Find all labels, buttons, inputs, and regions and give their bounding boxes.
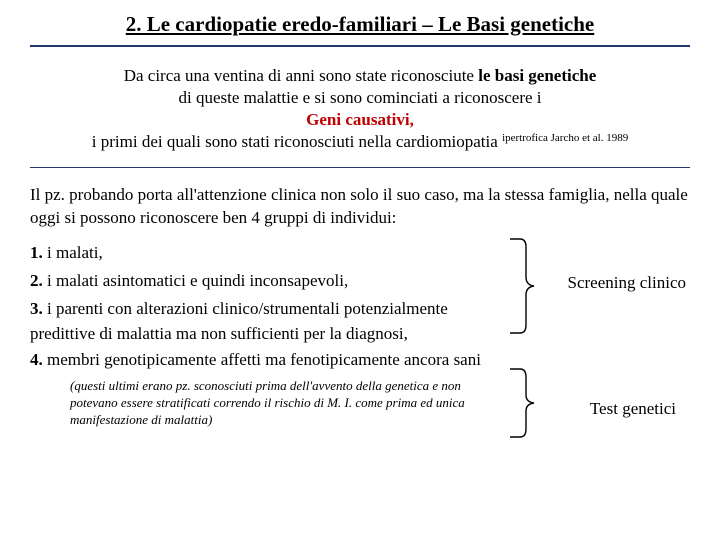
intro-bold: le basi genetiche [478, 66, 596, 85]
intro-paragraph: Da circa una ventina di anni sono state … [34, 65, 686, 153]
list-cont: predittive di malattia ma non sufficient… [30, 323, 510, 346]
intro-red: Geni causativi, [306, 110, 414, 129]
intro-text-a: Da circa una ventina di anni sono state … [124, 66, 479, 85]
list-item: 2. i malati asintomatici e quindi incons… [30, 267, 510, 295]
list-item: 4. membri genotipicamente affetti ma fen… [30, 346, 510, 374]
intro-text-e: i primi dei quali sono stati riconosciut… [92, 132, 502, 151]
list-item: 3. i parenti con alterazioni clinico/str… [30, 295, 510, 323]
bracket-top-icon [508, 237, 538, 335]
list-area: 1. i malati, 2. i malati asintomatici e … [30, 239, 690, 429]
list-item: 1. i malati, [30, 239, 510, 267]
section-divider [30, 167, 690, 168]
intro-text-c: di queste malattie e si sono cominciati … [178, 88, 541, 107]
list-text: membri genotipicamente affetti ma fenoti… [43, 350, 481, 369]
title-underline [30, 45, 690, 47]
probando-paragraph: Il pz. probando porta all'attenzione cli… [30, 184, 690, 229]
list-text: i malati, [43, 243, 103, 262]
list-num: 2. [30, 271, 43, 290]
list-num: 1. [30, 243, 43, 262]
slide-title: 2. Le cardiopatie eredo-familiari – Le B… [30, 12, 690, 43]
bracket-bottom-icon [508, 367, 538, 439]
groups-list: 1. i malati, 2. i malati asintomatici e … [30, 239, 510, 374]
list-num: 3. [30, 299, 43, 318]
list-text: i parenti con alterazioni clinico/strume… [43, 299, 448, 318]
side-label-test: Test genetici [590, 399, 676, 419]
list-text: i malati asintomatici e quindi inconsape… [43, 271, 348, 290]
footnote: (questi ultimi erano pz. sconosciuti pri… [70, 378, 510, 429]
intro-citation: ipertrofica Jarcho et al. 1989 [502, 132, 628, 144]
list-num: 4. [30, 350, 43, 369]
side-label-screening: Screening clinico [568, 273, 687, 293]
slide: 2. Le cardiopatie eredo-familiari – Le B… [0, 0, 720, 540]
